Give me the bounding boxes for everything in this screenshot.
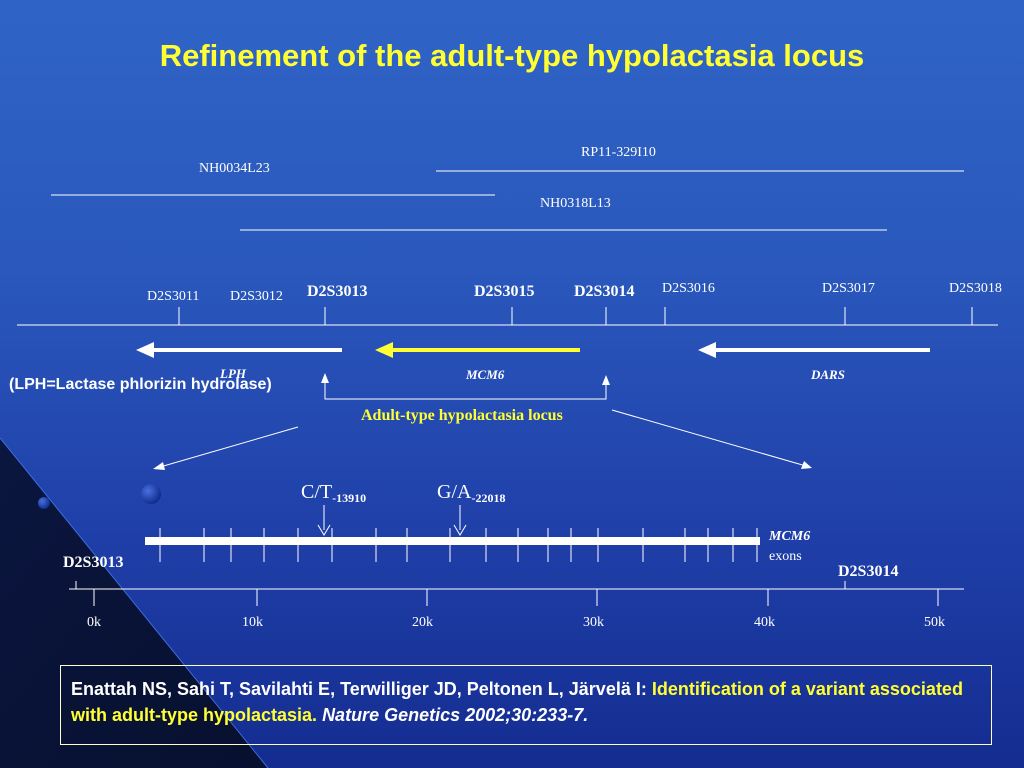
- locus-label: Adult-type hypolactasia locus: [361, 407, 563, 424]
- mcm6-gene-bar: [145, 537, 760, 545]
- variant-pointer-c-t: [317, 505, 331, 536]
- scale-tick-label-40k: 40k: [754, 615, 775, 630]
- reference-journal: Nature Genetics 2002;30:233-7.: [322, 705, 589, 725]
- clone-label-nh0318: NH0318L13: [540, 196, 611, 211]
- gene-label-lph: LPH: [220, 366, 246, 381]
- decor-dot-small: [38, 497, 50, 509]
- marker-label-d2s3018: D2S3018: [949, 281, 1002, 296]
- scale-tick-label-30k: 30k: [583, 615, 604, 630]
- locus-arrowhead-right: [602, 375, 610, 385]
- variant-label-g-a: G/A-22018: [437, 481, 506, 505]
- gene-label-dars: DARS: [811, 367, 845, 382]
- marker-label-d2s3013: D2S3013: [307, 283, 368, 300]
- reference-title: Identification of a variant associated w…: [71, 679, 963, 725]
- scale-tick-label-0k: 0k: [87, 615, 101, 630]
- gene-arrow-mcm6: [375, 342, 580, 358]
- marker-label-d2s3014: D2S3014: [574, 283, 635, 300]
- background-wedge-stroke: [0, 437, 269, 768]
- locus-bracket: [324, 378, 607, 400]
- marker-label-d2s3011: D2S3011: [147, 289, 200, 304]
- scale-ticks: [93, 589, 939, 606]
- variant-label-c-t: C/T-13910: [301, 481, 367, 505]
- decor-dot-large: [141, 484, 161, 504]
- clone-label-nh0034: NH0034L23: [199, 161, 270, 176]
- variant-pointer-g-a: [453, 505, 467, 536]
- marker-label-d2s3017: D2S3017: [822, 281, 875, 296]
- lph-definition-note: (LPH=Lactase phlorizin hydrolase): [9, 376, 272, 393]
- exon-label-gene: MCM6: [769, 529, 811, 544]
- marker-label-d2s3016: D2S3016: [662, 281, 715, 296]
- reference-box: Enattah NS, Sahi T, Savilahti E, Terwill…: [60, 665, 992, 745]
- scale-tick-label-20k: 20k: [412, 615, 433, 630]
- marker-label-d2s3012: D2S3012: [230, 289, 283, 304]
- detail-marker-d2s3013: D2S3013: [63, 554, 124, 571]
- exon-label-word: exons: [769, 549, 802, 564]
- zoom-arrow-right: [611, 409, 812, 469]
- gene-arrow-lph: [136, 342, 342, 358]
- scale-tick-label-50k: 50k: [924, 615, 945, 630]
- clone-label-rp11: RP11-329I10: [581, 145, 656, 160]
- slide-title: Refinement of the adult-type hypolactasi…: [159, 38, 865, 73]
- zoom-arrow-left: [153, 426, 299, 470]
- detail-marker-d2s3014: D2S3014: [838, 563, 899, 580]
- gene-label-mcm6: MCM6: [466, 367, 505, 382]
- gene-arrow-dars: [698, 342, 930, 358]
- marker-label-d2s3015: D2S3015: [474, 283, 535, 300]
- exon-ticks: [159, 528, 758, 562]
- scale-tick-label-10k: 10k: [242, 615, 263, 630]
- locus-arrowhead-left: [321, 373, 329, 383]
- reference-authors: Enattah NS, Sahi T, Savilahti E, Terwill…: [71, 679, 647, 699]
